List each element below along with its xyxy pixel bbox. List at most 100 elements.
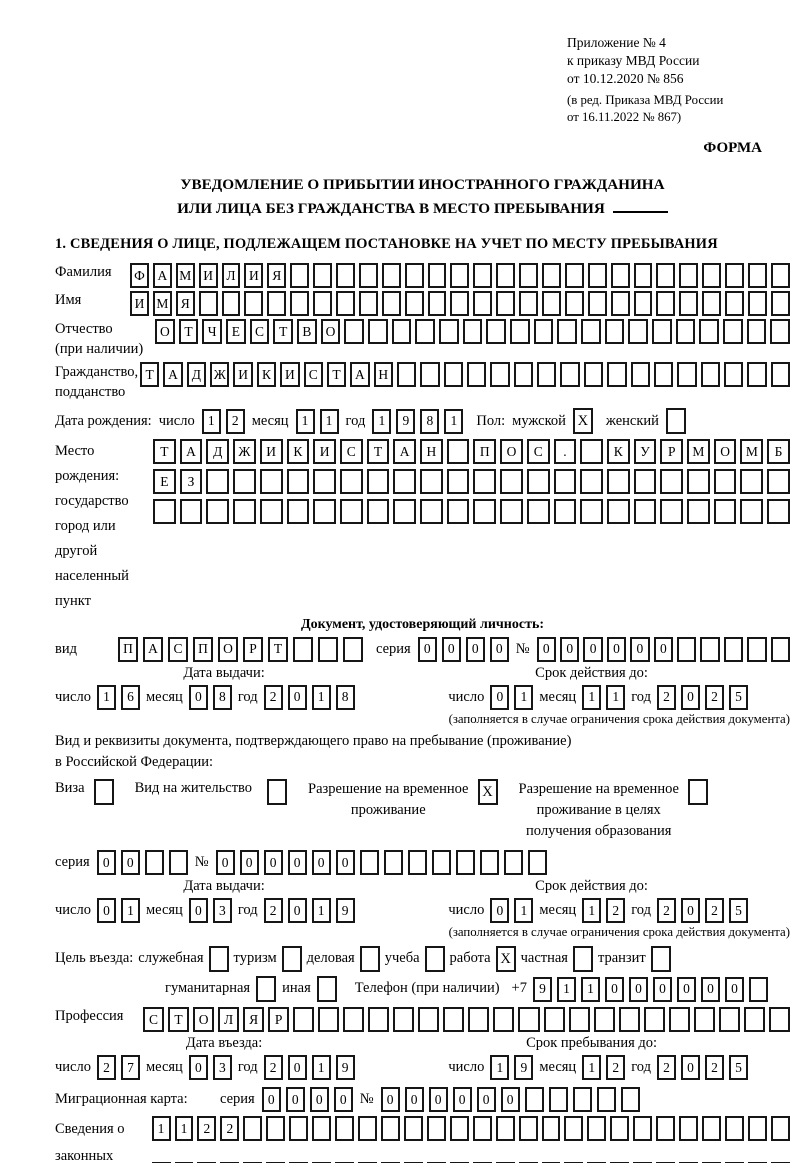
char-cell[interactable]: 0 xyxy=(490,898,510,924)
char-cell[interactable] xyxy=(656,291,676,317)
char-cell[interactable] xyxy=(368,319,388,345)
char-cell[interactable] xyxy=(510,319,530,345)
char-cell[interactable]: 0 xyxy=(239,850,259,876)
char-cell[interactable] xyxy=(553,499,577,525)
char-cell[interactable] xyxy=(519,263,539,289)
char-cell[interactable]: 2 xyxy=(705,1055,724,1081)
char-cell[interactable] xyxy=(407,850,427,876)
char-cell[interactable]: 0 xyxy=(261,1087,281,1113)
char-cell[interactable] xyxy=(607,362,627,388)
char-cell[interactable]: 0 xyxy=(559,636,580,662)
char-cell[interactable]: И xyxy=(259,439,283,465)
char-cell[interactable] xyxy=(747,362,767,388)
char-cell[interactable] xyxy=(368,1007,390,1033)
char-cell[interactable]: О xyxy=(155,319,175,345)
char-cell[interactable] xyxy=(677,636,697,662)
char-cell[interactable]: 9 xyxy=(335,898,355,924)
char-cell[interactable]: 9 xyxy=(514,1055,534,1081)
char-cell[interactable] xyxy=(318,1007,340,1033)
char-cell[interactable]: К xyxy=(606,439,630,465)
char-cell[interactable]: 2 xyxy=(96,1055,116,1081)
char-cell[interactable]: А xyxy=(179,439,203,465)
char-cell[interactable]: 0 xyxy=(652,976,672,1002)
char-cell[interactable] xyxy=(533,319,554,345)
char-cell[interactable]: 5 xyxy=(729,898,748,924)
char-cell[interactable]: 0 xyxy=(311,850,331,876)
char-cell[interactable] xyxy=(472,1116,492,1142)
char-cell[interactable] xyxy=(527,850,547,876)
char-cell[interactable] xyxy=(643,1007,665,1033)
char-cell[interactable] xyxy=(153,499,176,525)
char-cell[interactable] xyxy=(380,1116,400,1142)
char-cell[interactable]: Ч xyxy=(202,319,223,345)
char-cell[interactable] xyxy=(581,319,601,345)
char-cell[interactable]: 5 xyxy=(729,1055,748,1081)
char-cell[interactable]: А xyxy=(393,439,417,465)
char-cell[interactable]: 1 xyxy=(582,684,602,710)
char-cell[interactable]: 2 xyxy=(657,1055,676,1081)
purpose-transit-checkbox[interactable] xyxy=(650,946,671,973)
char-cell[interactable]: 1 xyxy=(582,1055,602,1081)
char-cell[interactable]: Т xyxy=(140,362,160,388)
char-cell[interactable] xyxy=(700,362,720,388)
char-cell[interactable]: О xyxy=(500,439,523,465)
char-cell[interactable]: А xyxy=(163,362,183,388)
char-cell[interactable] xyxy=(493,1007,515,1033)
char-cell[interactable] xyxy=(336,291,355,317)
char-cell[interactable] xyxy=(679,291,699,317)
char-cell[interactable] xyxy=(767,469,790,495)
char-cell[interactable] xyxy=(179,499,203,525)
char-cell[interactable]: О xyxy=(713,439,737,465)
char-cell[interactable]: 0 xyxy=(333,1087,353,1113)
char-cell[interactable] xyxy=(743,1007,765,1033)
char-cell[interactable] xyxy=(568,1007,590,1033)
char-cell[interactable] xyxy=(770,291,790,317)
char-cell[interactable] xyxy=(557,319,578,345)
char-cell[interactable]: Т xyxy=(326,362,347,388)
char-cell[interactable]: 8 xyxy=(420,408,440,434)
char-cell[interactable]: Е xyxy=(226,319,246,345)
char-cell[interactable]: 2 xyxy=(657,898,676,924)
char-cell[interactable] xyxy=(748,291,767,317)
char-cell[interactable] xyxy=(713,499,737,525)
char-cell[interactable] xyxy=(473,263,493,289)
char-cell[interactable] xyxy=(593,1007,615,1033)
char-cell[interactable] xyxy=(700,636,720,662)
char-cell[interactable]: 1 xyxy=(151,1116,171,1142)
char-cell[interactable] xyxy=(244,291,264,317)
char-cell[interactable] xyxy=(718,1007,740,1033)
char-cell[interactable]: И xyxy=(280,362,300,388)
residence-permit-checkbox[interactable] xyxy=(267,779,288,806)
char-cell[interactable]: 7 xyxy=(120,1055,140,1081)
char-cell[interactable]: 2 xyxy=(705,684,724,710)
char-cell[interactable] xyxy=(313,291,333,317)
char-cell[interactable] xyxy=(404,291,424,317)
char-cell[interactable] xyxy=(583,362,604,388)
char-cell[interactable] xyxy=(366,469,390,495)
char-cell[interactable]: А xyxy=(350,362,370,388)
char-cell[interactable] xyxy=(168,850,188,876)
char-cell[interactable] xyxy=(770,319,791,345)
char-cell[interactable] xyxy=(580,439,603,465)
char-cell[interactable] xyxy=(768,1007,790,1033)
char-cell[interactable] xyxy=(496,263,516,289)
char-cell[interactable]: 1 xyxy=(556,976,576,1002)
char-cell[interactable]: Д xyxy=(206,439,230,465)
char-cell[interactable] xyxy=(770,362,791,388)
char-cell[interactable]: К xyxy=(286,439,310,465)
char-cell[interactable]: Б xyxy=(767,439,790,465)
purpose-other-checkbox[interactable] xyxy=(316,976,337,1003)
char-cell[interactable] xyxy=(560,362,580,388)
char-cell[interactable] xyxy=(420,469,443,495)
